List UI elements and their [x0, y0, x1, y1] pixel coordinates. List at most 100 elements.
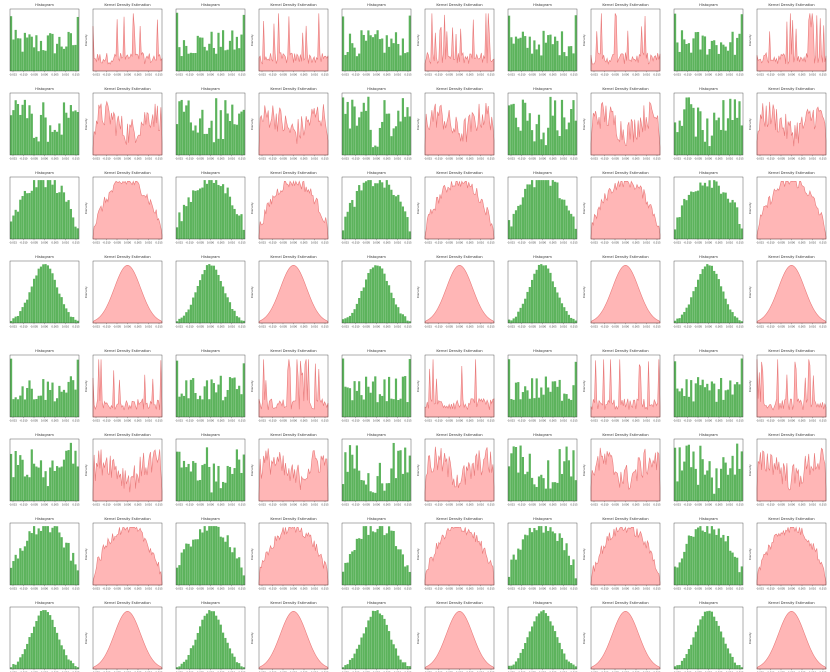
histogram-bar: [201, 187, 204, 239]
histogram-bar: [383, 490, 386, 501]
histogram-bar: [676, 318, 679, 323]
x-tick-label: -0.005: [611, 587, 619, 591]
histogram-bar: [519, 445, 522, 501]
histogram-bar: [528, 453, 531, 501]
histogram-bar: [67, 117, 70, 155]
x-tick-label: -0.005: [777, 157, 785, 161]
x-tick-label: 0.000: [456, 419, 464, 423]
histogram-bar: [208, 43, 211, 71]
histogram-bar: [348, 202, 352, 239]
histogram-bar: [713, 529, 716, 585]
y-axis-label: Density: [748, 464, 752, 476]
histogram-bar: [371, 147, 375, 155]
y-axis-label: Density: [416, 286, 420, 298]
histogram-bar: [674, 229, 677, 239]
histogram-bar: [378, 394, 381, 417]
histogram-bar: [514, 559, 518, 585]
x-tick-label: 0.010: [394, 157, 402, 161]
histogram-bar: [344, 318, 347, 323]
histogram-bar: [692, 192, 695, 239]
x-tick-label: 0.015: [736, 241, 744, 245]
x-tick-label: 0.000: [622, 503, 630, 507]
x-tick-label: 0.010: [311, 157, 319, 161]
histogram-bar: [708, 533, 711, 585]
x-tick-label: 0.015: [155, 157, 163, 161]
histogram-bar: [240, 472, 243, 501]
histogram-bar: [219, 186, 222, 239]
x-tick-label: 0.015: [736, 587, 744, 591]
histogram-bar: [192, 539, 195, 585]
x-tick-label: -0.005: [362, 503, 370, 507]
histogram-bar: [76, 112, 79, 155]
histogram-bar: [215, 53, 218, 71]
histogram-bar: [388, 184, 391, 239]
histogram-bar: [365, 484, 368, 501]
histogram-bar: [369, 269, 372, 323]
histogram-bar: [565, 659, 568, 669]
histogram-bar: [680, 558, 684, 585]
x-tick-label: 0.015: [653, 671, 661, 672]
x-tick-label: -0.010: [600, 503, 608, 507]
x-tick-label: 0.000: [539, 587, 547, 591]
x-tick-label: -0.005: [113, 419, 121, 423]
histogram-bar: [16, 558, 20, 585]
histogram-bar: [346, 471, 349, 501]
x-tick-label: 0.000: [705, 587, 713, 591]
panel-title: Histogram: [367, 255, 386, 259]
x-tick-label: -0.005: [30, 325, 38, 329]
histogram-bar: [367, 386, 370, 417]
x-tick-label: 0.010: [62, 419, 70, 423]
x-tick-label: -0.015: [590, 587, 598, 591]
histogram-bar: [510, 320, 513, 323]
histogram-bar: [408, 116, 411, 155]
x-tick-label: 0.005: [51, 587, 59, 591]
panel-title: Histogram: [533, 171, 552, 175]
x-tick-label: 0.015: [819, 157, 827, 161]
histogram-bar: [512, 43, 515, 71]
histogram-bar: [219, 624, 222, 669]
x-tick-label: 0.015: [72, 503, 80, 507]
histogram-bar: [715, 273, 718, 323]
histogram-bar: [10, 115, 13, 155]
histogram-bar: [192, 297, 195, 323]
x-tick-label: 0.015: [736, 671, 744, 672]
x-tick-label: 0.010: [228, 241, 236, 245]
x-tick-label: 0.010: [477, 241, 485, 245]
histogram-panel-r5-c9: Histogram-0.015 -0.010 -0.005 0.000 0.005 0.0…: [673, 349, 744, 423]
histogram-bar: [540, 611, 543, 669]
x-tick-label: 0.005: [300, 587, 308, 591]
x-tick-label: -0.015: [507, 73, 515, 77]
histogram-bar: [219, 281, 222, 323]
histogram-panel-r4-c7: Histogram-0.015 -0.010 -0.005 0.000 0.005 0.0…: [507, 255, 578, 329]
histogram-bar: [706, 470, 709, 501]
x-tick-label: -0.015: [424, 671, 432, 672]
histogram-bar: [238, 385, 241, 417]
histogram-bar: [23, 476, 26, 501]
histogram-bar: [196, 632, 199, 669]
histogram-bar: [537, 613, 541, 669]
histogram-bar: [397, 307, 400, 323]
histogram-bar: [406, 217, 409, 239]
histogram-bar: [217, 619, 220, 669]
histogram-bar: [678, 217, 681, 239]
histogram-bar: [722, 637, 725, 669]
histogram-bar: [722, 399, 725, 417]
x-tick-label: 0.010: [477, 73, 485, 77]
histogram-bar: [549, 185, 552, 239]
histogram-bar: [549, 621, 552, 669]
histogram-bar: [369, 35, 372, 71]
histogram-bar: [74, 450, 77, 501]
histogram-bar: [242, 320, 245, 323]
histogram-bar: [348, 659, 352, 669]
x-tick-label: 0.000: [207, 671, 215, 672]
x-tick-label: -0.005: [694, 73, 702, 77]
x-tick-label: -0.005: [528, 671, 536, 672]
histogram-bar: [726, 304, 730, 323]
y-axis-label: Density: [582, 632, 586, 644]
histogram-bar: [30, 190, 33, 239]
histogram-bar: [390, 38, 393, 71]
histogram-bar: [14, 451, 17, 501]
panel-title: Kernel Density Estimation: [270, 433, 316, 437]
